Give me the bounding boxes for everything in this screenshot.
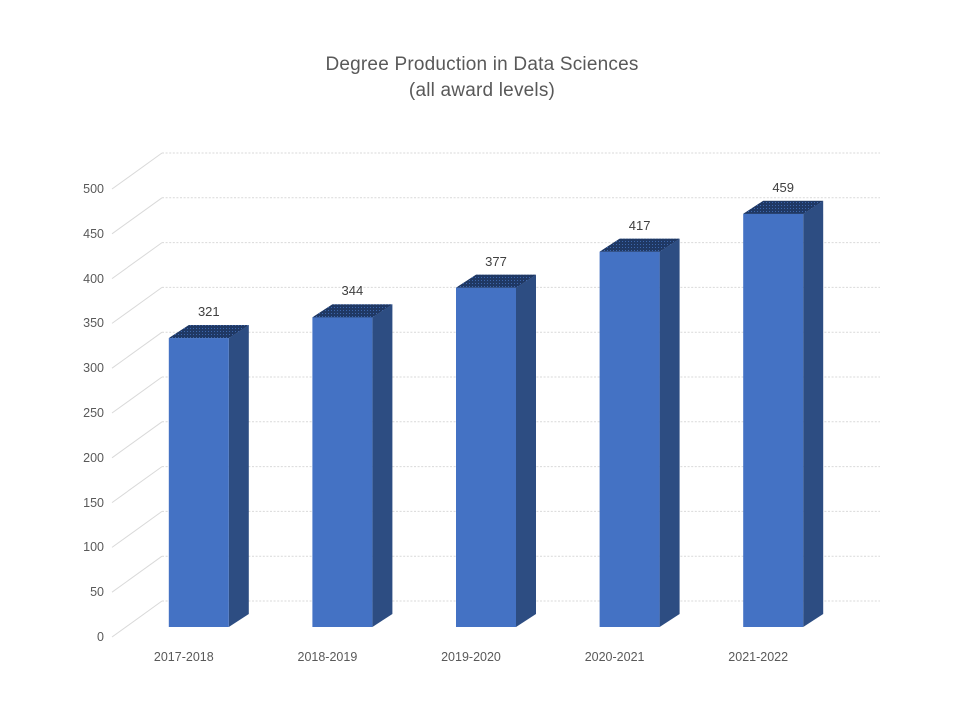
bar-front-face-2018-2019 [312,317,373,627]
y-axis-tick-label: 200 [83,450,104,465]
y-axis-tick-label: 500 [83,182,104,196]
bar-front-face-2017-2018 [168,338,229,627]
gridline-depth-400 [111,242,163,280]
bar-top-face-texture [599,238,680,252]
bar-front-face-2021-2022 [743,213,804,627]
gridline-depth-50 [111,555,163,593]
gridline-depth-0 [111,600,163,638]
bar-top-face-texture [312,304,393,318]
x-axis-category-label: 2020-2021 [584,650,645,664]
y-axis-tick-label: 0 [97,630,104,644]
bar-side-face [372,304,393,627]
chart-title-line1: Degree Production in Data Sciences [325,54,639,75]
bar-top-face-texture [456,274,536,288]
y-axis-tick-label: 400 [83,271,104,286]
bar-top-face-texture [743,200,824,214]
y-axis-tick-label: 100 [83,540,104,555]
bar-side-face [659,238,680,627]
bar-data-label: 417 [628,217,651,233]
y-axis-tick-label: 450 [83,226,104,241]
x-axis-category-label: 2017-2018 [153,650,214,664]
gridline-depth-500 [111,152,163,190]
chart-title-line2: (all award levels) [408,80,556,101]
x-axis-category-label: 2021-2022 [728,650,789,664]
y-axis-tick-label: 250 [83,406,104,420]
bar-top-face-texture [168,325,249,339]
y-axis-tick-label: 300 [83,361,104,376]
gridline-depth-200 [111,421,163,459]
bar-side-face [803,200,824,627]
y-axis-tick-label: 150 [83,495,104,510]
gridline-depth-150 [111,466,163,504]
bar-side-face [228,325,249,627]
gridline-depth-300 [111,331,163,369]
gridline-depth-350 [111,286,163,324]
bar-side-face [516,274,536,627]
gridline-depth-100 [111,510,163,548]
y-axis-tick-label: 350 [83,316,104,331]
x-axis-category-label: 2019-2020 [441,650,501,664]
y-axis-tick-label: 50 [90,585,104,600]
gridline-depth-250 [111,376,163,414]
bar-front-face-2019-2020 [456,287,516,627]
chart-title: Degree Production in Data Sciences (all … [0,52,960,104]
bar-data-label: 377 [485,253,507,269]
bar-data-label: 321 [197,304,220,320]
x-axis-category-label: 2018-2019 [297,650,358,664]
bar-front-face-2020-2021 [599,251,660,627]
bar-data-label: 459 [772,179,795,195]
gridline-depth-450 [111,197,163,235]
bar-data-label: 344 [341,283,364,299]
